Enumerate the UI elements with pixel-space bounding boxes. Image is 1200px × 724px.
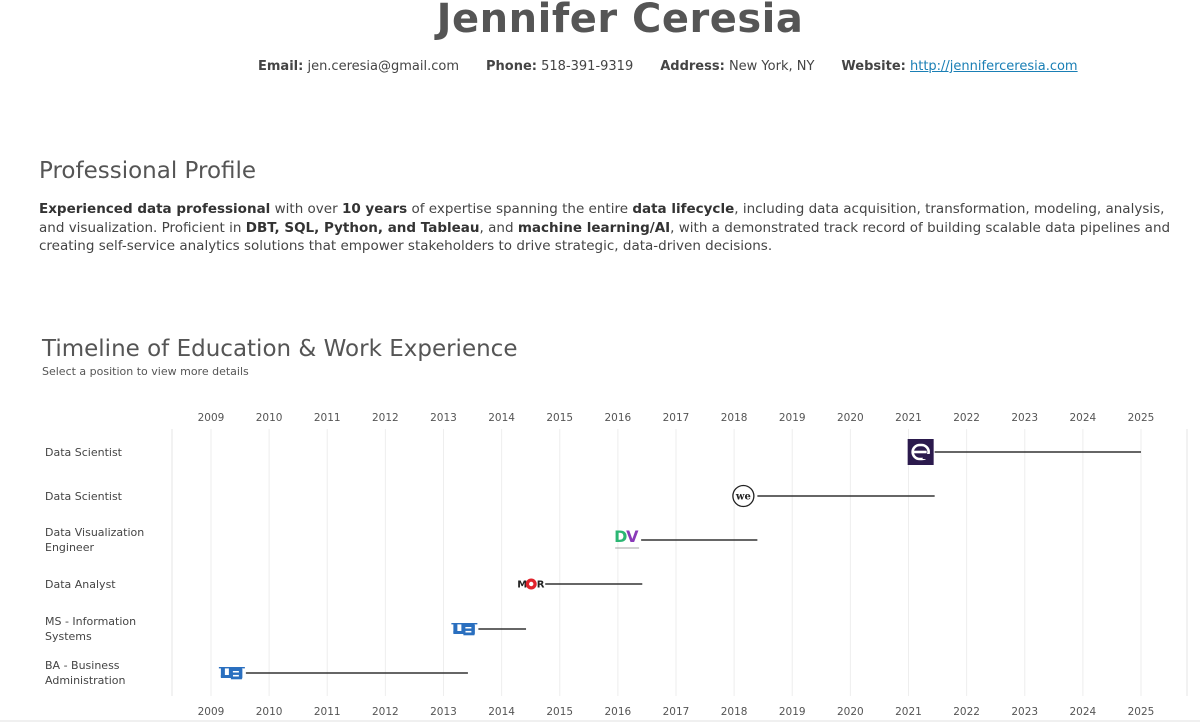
row-label: Data Scientist (45, 445, 122, 459)
contact-email-value: jen.ceresia@gmail.com (307, 59, 459, 74)
top-tick-label: 2012 (372, 412, 399, 424)
profile-segment: of expertise spanning the entire (407, 201, 633, 217)
profile-segment: , and (479, 219, 518, 236)
contact-address: Address: New York, NY (660, 59, 814, 74)
top-tick-label: 2020 (837, 412, 864, 424)
row-label: Data Visualization Engineer (45, 526, 145, 554)
bottom-tick-label: 2015 (546, 706, 573, 718)
top-tick-label: 2013 (430, 412, 457, 424)
profile-segment: Experienced data professional (39, 201, 271, 217)
bottom-tick-label: 2012 (372, 706, 399, 718)
dv-logo-icon[interactable]: DV (614, 527, 640, 549)
bottom-tick-label: 2020 (837, 706, 864, 718)
bottom-tick-label: 2018 (721, 706, 748, 718)
bottom-tick-label: 2009 (198, 706, 225, 718)
svg-text:D: D (614, 527, 627, 546)
bottom-tick-label: 2023 (1011, 706, 1038, 718)
bottom-tick-label: 2016 (605, 706, 632, 718)
bottom-tick-label: 2021 (895, 706, 922, 718)
bottom-tick-label: 2014 (488, 706, 515, 718)
svg-text:M: M (517, 580, 527, 591)
timeline-bar[interactable] (907, 439, 1141, 465)
bottom-tick-label: 2024 (1070, 706, 1097, 718)
ub-logo-icon[interactable] (451, 623, 478, 636)
profile-title: Professional Profile (39, 158, 257, 184)
contact-bar: Email: jen.ceresia@gmail.com Phone: 518-… (258, 59, 1078, 74)
top-tick-label: 2025 (1128, 412, 1155, 424)
svg-text:R: R (537, 580, 545, 591)
profile-text: Experienced data professional with over … (39, 200, 1187, 256)
top-tick-label: 2019 (779, 412, 806, 424)
timeline-bar[interactable]: DV (614, 527, 758, 549)
profile-segment: with over (270, 201, 342, 217)
profile-segment: 10 years (341, 201, 408, 217)
top-tick-label: 2021 (895, 412, 922, 424)
we-logo-icon[interactable]: we (732, 484, 755, 508)
row-label: MS - Information Systems (45, 615, 137, 643)
top-tick-label: 2010 (256, 412, 283, 424)
row-label: BA - Business Administration (45, 659, 126, 687)
row-label: Data Scientist (45, 489, 122, 503)
top-tick-label: 2011 (314, 412, 341, 424)
profile-segment: , including data acquisition, transforma… (39, 201, 1165, 236)
contact-website: Website: http://jenniferceresia.com (841, 59, 1077, 74)
bottom-tick-label: 2013 (430, 706, 457, 718)
e-logo-icon[interactable] (907, 439, 934, 465)
contact-email: Email: jen.ceresia@gmail.com (258, 59, 459, 74)
timeline-subtitle: Select a position to view more details (42, 365, 249, 378)
row-label: Data Analyst (45, 577, 116, 591)
bottom-tick-label: 2017 (663, 706, 690, 718)
bottom-tick-label: 2022 (953, 706, 980, 718)
timeline-bar[interactable] (218, 667, 468, 680)
top-tick-label: 2015 (546, 412, 573, 424)
bottom-tick-label: 2025 (1128, 706, 1155, 718)
top-tick-label: 2017 (663, 412, 690, 424)
top-tick-label: 2024 (1070, 412, 1097, 424)
timeline-title: Timeline of Education & Work Experience (42, 336, 518, 362)
svg-text:we: we (735, 492, 751, 503)
contact-phone-value: 518-391-9319 (541, 59, 634, 74)
bottom-tick-label: 2011 (314, 706, 341, 718)
top-tick-label: 2009 (198, 412, 225, 424)
top-tick-label: 2022 (953, 412, 980, 424)
website-link[interactable]: http://jenniferceresia.com (909, 59, 1078, 74)
resume-name: Jennifer Ceresia (436, 0, 804, 42)
timeline-bar[interactable] (451, 623, 527, 636)
profile-segment: , with a demonstrated track record of bu… (39, 219, 1171, 255)
top-tick-label: 2014 (488, 412, 515, 424)
contact-address-label: Address: (660, 59, 725, 74)
svg-text:V: V (626, 527, 639, 546)
profile-segment: DBT, SQL, Python, and Tableau (245, 219, 480, 236)
top-tick-label: 2023 (1011, 412, 1038, 424)
contact-address-value: New York, NY (728, 59, 815, 74)
bottom-tick-label: 2019 (779, 706, 806, 718)
contact-website-label: Website: (841, 59, 906, 74)
timeline-bar[interactable]: we (732, 484, 935, 508)
profile-segment: machine learning/AI (517, 219, 671, 236)
contact-phone-label: Phone: (486, 59, 537, 74)
top-tick-label: 2018 (721, 412, 748, 424)
contact-phone: Phone: 518-391-9319 (486, 59, 633, 74)
bottom-tick-label: 2010 (256, 706, 283, 718)
contact-email-label: Email: (258, 59, 304, 74)
ub-logo-icon[interactable] (218, 667, 245, 680)
top-tick-label: 2016 (605, 412, 632, 424)
profile-segment: data lifecycle (632, 201, 735, 217)
